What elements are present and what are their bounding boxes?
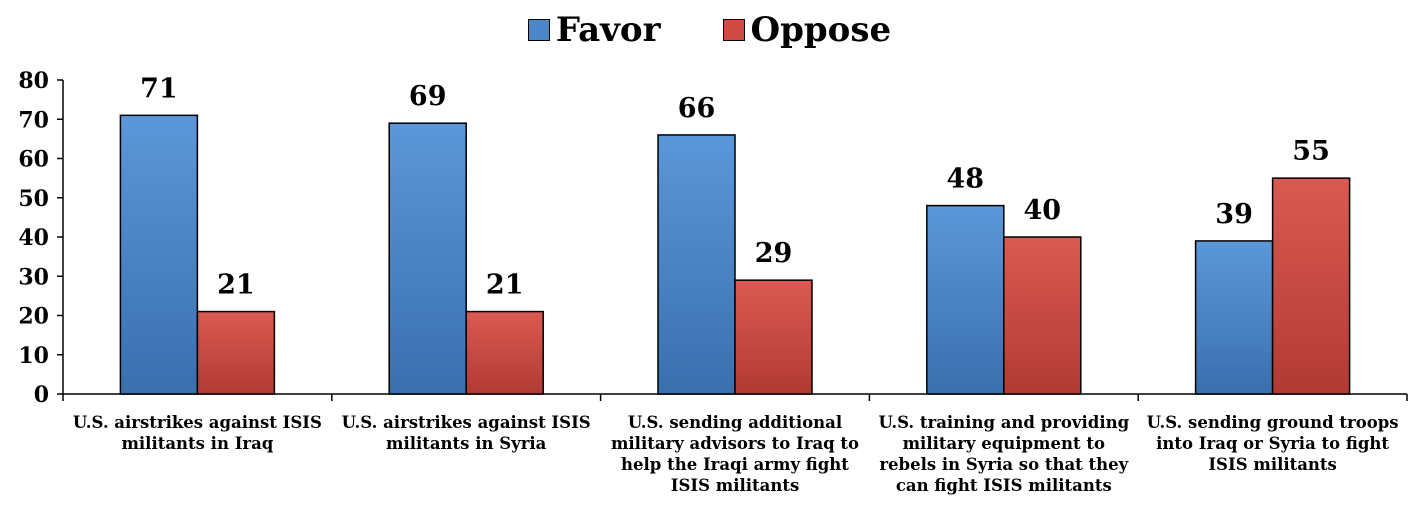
- legend-label-oppose: Oppose: [750, 10, 892, 50]
- bar-favor: [388, 122, 467, 395]
- data-label-oppose: 21: [217, 270, 255, 301]
- x-category-label: militants in Syria: [386, 434, 547, 453]
- data-label-oppose: 29: [755, 238, 793, 269]
- legend-item-oppose: Oppose: [722, 10, 892, 50]
- x-category-label: can fight ISIS militants: [896, 476, 1112, 495]
- x-category-label: rebels in Syria so that they: [879, 455, 1128, 474]
- bar-favor: [657, 134, 736, 395]
- data-label-oppose: 55: [1292, 136, 1330, 167]
- x-category-label: military advisors to Iraq to: [611, 434, 859, 453]
- legend-label-favor: Favor: [555, 10, 661, 50]
- y-tick-label: 10: [18, 343, 49, 369]
- data-label-favor: 66: [678, 93, 716, 124]
- data-label-favor: 39: [1215, 199, 1253, 230]
- x-category-label: U.S. sending additional: [628, 413, 842, 432]
- y-tick-label: 80: [18, 68, 49, 94]
- bar-oppose: [196, 310, 276, 395]
- x-category-label: U.S. sending ground troops: [1147, 413, 1399, 432]
- data-label-favor: 69: [409, 81, 447, 112]
- bar-favor: [1194, 240, 1274, 395]
- legend-item-favor: Favor: [527, 10, 661, 50]
- data-label-favor: 48: [947, 164, 985, 195]
- y-tick-label: 0: [34, 382, 49, 408]
- bar-oppose: [465, 310, 544, 395]
- x-category-label: military equipment to: [903, 434, 1105, 453]
- bar-oppose: [1271, 177, 1351, 395]
- x-category-label: into Iraq or Syria to fight: [1156, 434, 1389, 453]
- y-tick-label: 50: [18, 186, 49, 212]
- y-tick-label: 20: [18, 304, 49, 330]
- y-tick-label: 70: [18, 107, 49, 133]
- y-tick-label: 60: [18, 147, 49, 173]
- legend-swatch-favor: [527, 19, 550, 41]
- x-category-label: militants in Iraq: [121, 434, 273, 453]
- x-category-label: U.S. airstrikes against ISIS: [342, 413, 591, 432]
- y-tick-label: 30: [18, 264, 49, 290]
- bar-oppose: [734, 279, 813, 395]
- data-label-favor: 71: [140, 73, 178, 104]
- x-category-label: U.S. airstrikes against ISIS: [73, 413, 322, 432]
- bar-favor: [926, 204, 1005, 395]
- bar-favor: [119, 114, 199, 395]
- x-category-label: ISIS militants: [1208, 455, 1337, 474]
- x-category-label: U.S. training and providing: [878, 413, 1129, 432]
- x-category-label: help the Iraqi army fight: [621, 455, 849, 474]
- legend-swatch-oppose: [722, 19, 745, 41]
- legend: Favor Oppose: [0, 4, 1419, 56]
- data-label-oppose: 40: [1024, 195, 1062, 226]
- x-category-label: ISIS militants: [671, 476, 800, 495]
- y-tick-label: 40: [18, 225, 49, 251]
- bar-oppose: [1003, 236, 1082, 395]
- data-label-oppose: 21: [486, 270, 524, 301]
